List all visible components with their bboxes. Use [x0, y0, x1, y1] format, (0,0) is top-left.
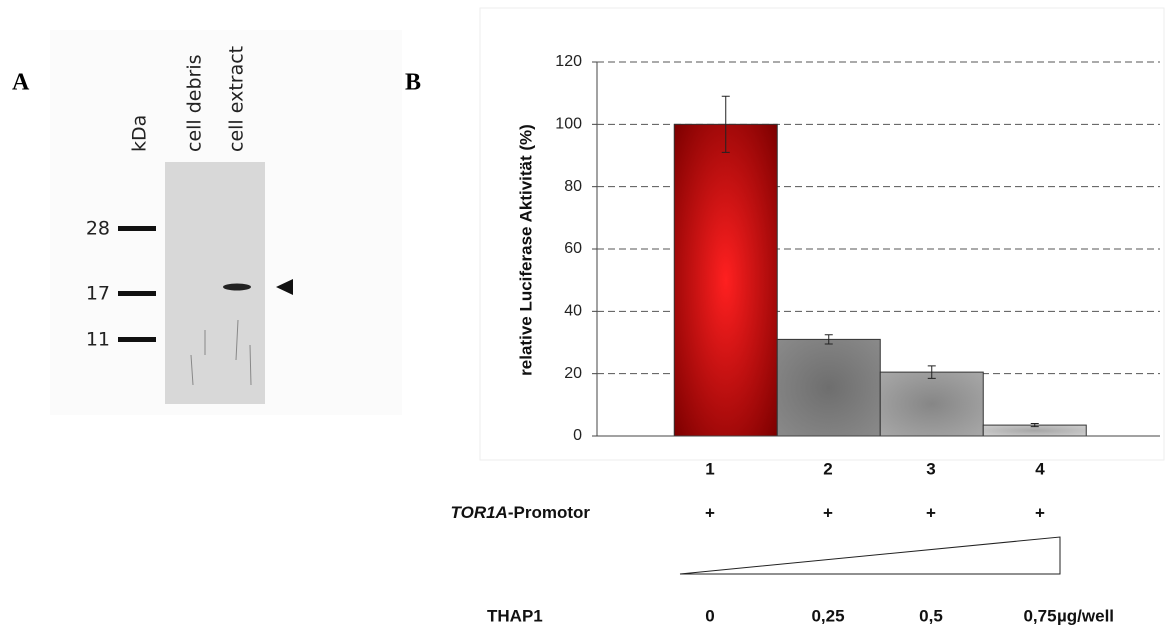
bar: [880, 372, 983, 436]
promoter-sign: +: [1035, 503, 1045, 522]
unit-label: µg/well: [1057, 606, 1114, 625]
thap1-amount: 0,5: [919, 606, 943, 625]
thap1-amount: 0,25: [811, 606, 844, 625]
promoter-sign: +: [705, 503, 715, 522]
condition-label: THAP1: [487, 606, 543, 625]
thap1-amount: 0,75: [1023, 606, 1056, 625]
thap1-amount: 0: [705, 606, 714, 625]
lane-label: kDa: [129, 115, 151, 152]
marker-bar: [118, 337, 156, 342]
lane-label: cell extract: [226, 46, 248, 152]
bar: [777, 339, 880, 436]
x-tick-label: 4: [1035, 459, 1045, 478]
x-tick-label: 2: [823, 459, 832, 478]
blot-membrane: [165, 162, 265, 404]
promoter-sign: +: [926, 503, 936, 522]
condition-label: TOR1A-Promotor: [451, 503, 591, 522]
y-tick-label: 60: [564, 240, 582, 257]
lane-label: cell debris: [184, 54, 206, 152]
promoter-sign: +: [823, 503, 833, 522]
y-tick-label: 40: [564, 303, 582, 320]
y-tick-label: 0: [573, 427, 582, 444]
y-tick-label: 100: [555, 116, 582, 133]
y-axis-label: relative Luciferase Aktivität (%): [516, 124, 535, 376]
x-tick-label: 1: [705, 459, 714, 478]
panel-label: A: [12, 70, 30, 96]
promoter-suffix: -Promotor: [508, 503, 591, 522]
gene-name: TOR1A: [451, 503, 508, 522]
y-tick-label: 120: [555, 53, 582, 70]
marker-bar: [118, 291, 156, 296]
figure: A kDa cell debris cell extract 28 17 11 …: [0, 0, 1165, 634]
concentration-wedge: [680, 537, 1060, 574]
bar: [674, 124, 777, 436]
marker-label: 17: [86, 283, 110, 305]
marker-label: 11: [86, 329, 110, 351]
marker-bar: [118, 226, 156, 231]
marker-label: 28: [86, 218, 110, 240]
panel-label: B: [405, 70, 421, 96]
y-tick-label: 80: [564, 178, 582, 195]
y-tick-label: 20: [564, 365, 582, 382]
protein-band: [223, 284, 251, 291]
x-tick-label: 3: [926, 459, 935, 478]
